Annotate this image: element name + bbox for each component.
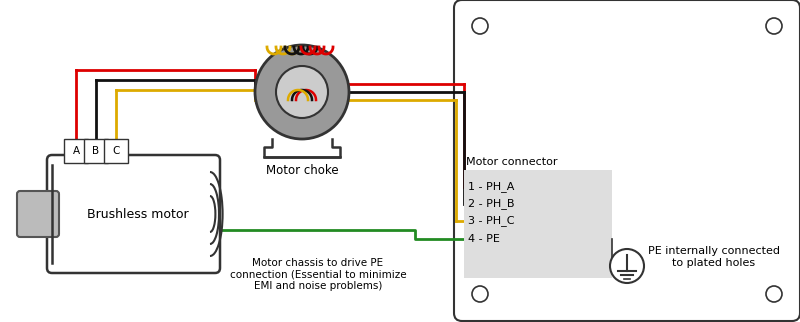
Circle shape [766,286,782,302]
Text: Motor chassis to drive PE
connection (Essential to minimize
EMI and noise proble: Motor chassis to drive PE connection (Es… [230,258,406,291]
Circle shape [766,18,782,34]
Text: C: C [112,146,120,156]
Text: Brushless motor: Brushless motor [86,207,188,221]
Text: 3 - PH_C: 3 - PH_C [468,215,514,226]
FancyBboxPatch shape [17,191,59,237]
Circle shape [472,18,488,34]
Circle shape [472,286,488,302]
FancyBboxPatch shape [104,139,128,163]
Text: A: A [73,146,79,156]
Text: 4 - PE: 4 - PE [468,234,500,244]
FancyBboxPatch shape [454,0,800,321]
Text: Motor connector: Motor connector [466,157,558,167]
Text: Motor choke: Motor choke [266,164,338,177]
Bar [464,170,612,278]
Text: B: B [93,146,99,156]
Circle shape [255,45,349,139]
FancyBboxPatch shape [64,139,88,163]
Text: PE internally connected
to plated holes: PE internally connected to plated holes [648,246,780,268]
Circle shape [276,66,328,118]
FancyBboxPatch shape [47,155,220,273]
Circle shape [610,249,644,283]
Text: 1 - PH_A: 1 - PH_A [468,182,514,193]
Text: 2 - PH_B: 2 - PH_B [468,199,514,209]
FancyBboxPatch shape [84,139,108,163]
